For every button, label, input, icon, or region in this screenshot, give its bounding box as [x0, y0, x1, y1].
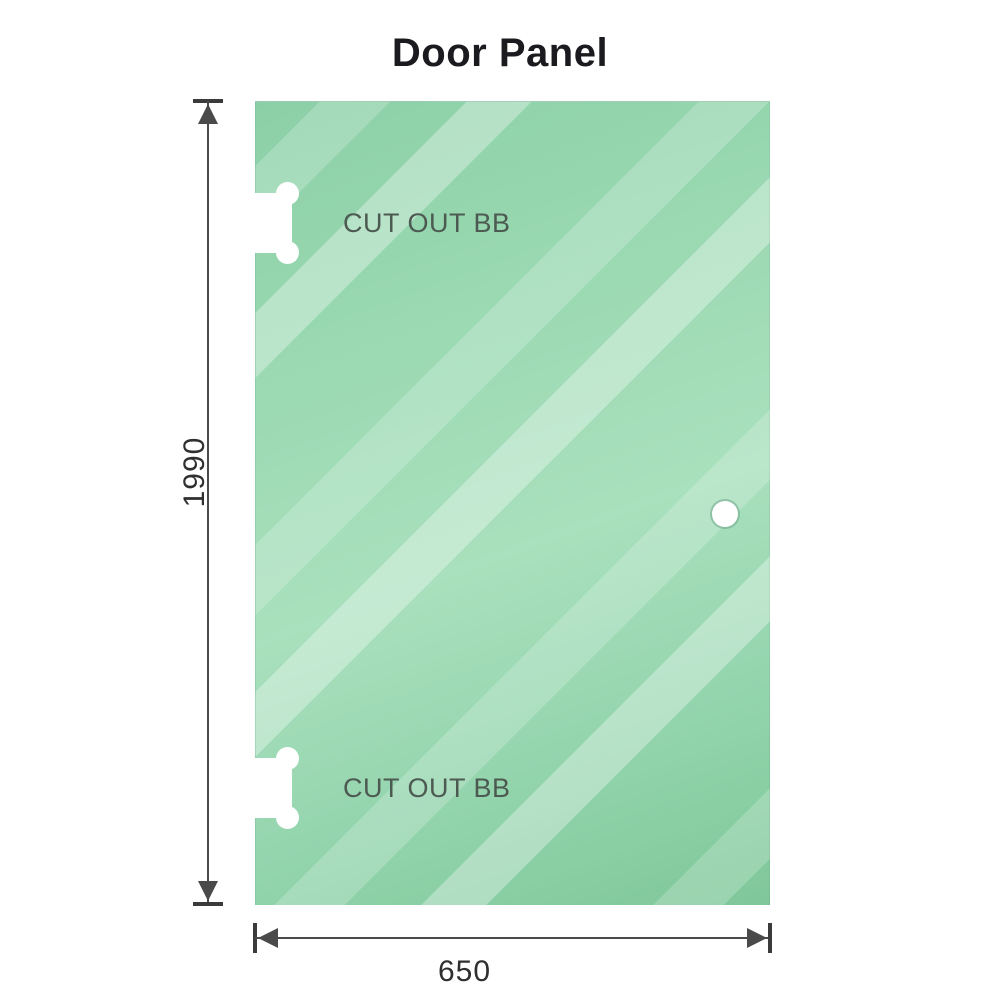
width-dimension-tick-right	[768, 923, 772, 953]
height-arrow-down-icon	[198, 881, 218, 901]
width-dimension-label: 650	[437, 955, 492, 988]
cutout-lower-stem	[276, 758, 292, 818]
glass-panel-surface	[255, 101, 770, 905]
glass-panel: CUT OUT BB CUT OUT BB	[255, 101, 770, 905]
cutout-upper	[255, 182, 299, 264]
height-dimension-label: 1990	[178, 436, 211, 508]
width-dimension-line	[255, 937, 770, 939]
cutout-lower	[255, 747, 299, 829]
cutout-upper-stem	[276, 193, 292, 253]
height-arrow-up-icon	[198, 104, 218, 124]
cutout-lower-label: CUT OUT BB	[343, 773, 511, 803]
cutout-upper-lobe-bottom	[276, 241, 299, 264]
height-dimension-tick-bottom	[193, 902, 223, 906]
width-arrow-right-icon	[747, 928, 767, 948]
cutout-upper-label: CUT OUT BB	[343, 208, 511, 238]
handle-hole-icon	[712, 501, 738, 527]
cutout-lower-lobe-top	[276, 747, 299, 770]
height-dimension-line	[207, 101, 209, 905]
cutout-lower-lobe-bottom	[276, 806, 299, 829]
page-title: Door Panel	[391, 31, 609, 75]
cutout-upper-lobe-top	[276, 182, 299, 205]
width-arrow-left-icon	[258, 928, 278, 948]
